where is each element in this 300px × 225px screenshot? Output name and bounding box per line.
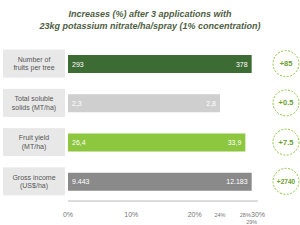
svg-text:Number of: Number of <box>18 56 51 63</box>
svg-text:solids (MT/ha): solids (MT/ha) <box>12 104 56 112</box>
svg-text:(US$/ha): (US$/ha) <box>20 182 48 190</box>
svg-text:12.183: 12.183 <box>226 178 248 185</box>
svg-text:33,9: 33,9 <box>228 139 242 146</box>
svg-text:30%: 30% <box>251 211 265 218</box>
svg-text:0%: 0% <box>63 211 73 218</box>
svg-text:26,4: 26,4 <box>72 139 86 146</box>
svg-text:293: 293 <box>72 61 84 68</box>
svg-text:10%: 10% <box>124 211 138 218</box>
svg-text:Fruit yield: Fruit yield <box>19 134 49 142</box>
svg-text:+85: +85 <box>280 59 292 68</box>
svg-text:2,8: 2,8 <box>206 100 216 107</box>
svg-text:+7.5: +7.5 <box>279 138 292 147</box>
svg-text:+2740: +2740 <box>277 178 292 185</box>
svg-text:2,3: 2,3 <box>72 100 82 107</box>
html-text:Increases (%) after 3 applicat: Increases (%) after 3 applications with <box>68 9 232 19</box>
svg-text:+0.5: +0.5 <box>279 98 292 107</box>
svg-text:29%: 29% <box>246 219 257 225</box>
svg-text:Gross income: Gross income <box>12 174 55 181</box>
svg-text:20%: 20% <box>188 211 202 218</box>
svg-text:378: 378 <box>236 61 248 68</box>
svg-text:Total soluble: Total soluble <box>15 95 54 102</box>
svg-text:fruits per tree: fruits per tree <box>13 64 54 72</box>
svg-text:(MT/ha): (MT/ha) <box>22 143 47 151</box>
svg-text:24%: 24% <box>214 212 225 218</box>
svg-text:28%: 28% <box>240 212 251 218</box>
html-text:23kg potassium nitrate/ha/spra: 23kg potassium nitrate/ha/spray (1% conc… <box>39 21 261 31</box>
svg-text:9.443: 9.443 <box>72 178 90 185</box>
